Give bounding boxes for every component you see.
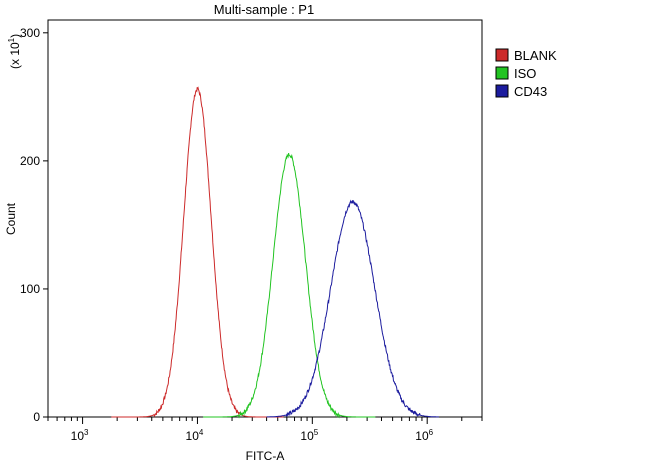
y-multiplier-exp: 1 — [7, 37, 16, 42]
x-axis: 103 104 105 106 — [47, 417, 483, 443]
legend-label: BLANK — [514, 48, 557, 63]
y-multiplier-base: (x 10 — [8, 42, 22, 69]
series-curve-blank — [111, 86, 284, 418]
plot-frame — [47, 19, 483, 418]
x-tick-label: 103 — [71, 428, 89, 443]
y-multiplier: (x 101) — [7, 34, 22, 69]
legend-label: ISO — [514, 66, 536, 81]
legend-swatch — [495, 66, 509, 80]
x-tick-exp: 4 — [199, 428, 204, 437]
y-axis-label: Count — [4, 202, 18, 235]
legend-label: CD43 — [514, 84, 547, 99]
x-tick-base: 10 — [415, 429, 429, 443]
x-tick-label: 105 — [300, 428, 318, 443]
x-tick-base: 10 — [71, 429, 85, 443]
histogram-curves — [111, 86, 439, 419]
y-tick-label: 100 — [20, 282, 40, 296]
x-tick-base: 10 — [186, 429, 200, 443]
x-tick-exp: 3 — [84, 428, 89, 437]
x-tick-exp: 5 — [314, 428, 319, 437]
y-tick-label: 0 — [33, 410, 40, 424]
x-tick-base: 10 — [300, 429, 314, 443]
x-tick-label: 104 — [186, 428, 204, 443]
x-tick-label: 106 — [415, 428, 433, 443]
series-curve-cd43 — [266, 199, 439, 418]
legend-swatch — [495, 48, 509, 62]
x-tick-exp: 6 — [429, 428, 434, 437]
legend-swatch — [495, 84, 509, 98]
series-curve-iso — [203, 153, 376, 419]
x-axis-label: FITC-A — [246, 449, 285, 463]
legend: BLANK ISO CD43 — [495, 48, 557, 99]
y-tick-label: 200 — [20, 154, 40, 168]
y-tick-label: 300 — [20, 26, 40, 40]
y-axis: 0 100 200 300 — [20, 26, 48, 424]
chart-title: Multi-sample : P1 — [214, 2, 314, 17]
y-multiplier-close: ) — [8, 34, 22, 38]
